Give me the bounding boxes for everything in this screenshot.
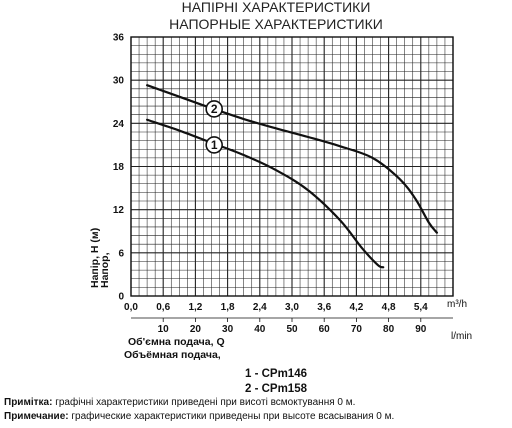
x-tick-label: 4,2 [349,302,363,313]
y-axis-label-line-2: Напор, [99,252,111,288]
y-tick-label: 24 [113,119,125,130]
chart-title-line-1: НАПІРНІ ХАРАКТЕРИСТИКИ [182,0,371,15]
series-marker-label-2: 2 [211,102,218,116]
x2-tick-label: 70 [351,324,363,335]
y-tick-label: 12 [113,205,125,216]
x2-tick-label: 50 [286,324,298,335]
note-ru-text: графические характеристики приведены при… [69,410,395,422]
note-ru-label: Примечание: [4,411,69,422]
series-markers: 12 [205,100,223,154]
x-tick-label: 3,0 [285,302,299,313]
x2-tick-label: 20 [190,324,202,335]
x2-tick-label: 80 [383,324,395,335]
x-tick-label: 4,8 [382,302,396,313]
x-unit-label: m³/h [447,299,467,310]
x-tick-label: 1,2 [188,302,202,313]
x2-tick-label: 40 [254,324,266,335]
series-line-1 [146,118,385,269]
tick-labels: 0,0 0,6 1,2 1,8 2,4 3,0 3,6 4,2 4,8 5,40612182430… [113,33,453,335]
y-tick-label: 18 [113,162,125,173]
x-tick-label: 5,4 [414,302,428,313]
plot-frame [130,36,454,297]
x-axis-label-line-1: Об'ємна подача, Q [128,336,225,348]
y-tick-label: 0 [118,292,124,303]
legend-item-1: 1 - CPm146 [245,368,307,380]
x2-tick-label: 90 [415,324,427,335]
x-tick-label: 0,6 [156,302,170,313]
legend-item-2: 2 - CPm158 [245,383,308,395]
x-tick-label: 2,4 [253,302,267,313]
x2-tick-label: 30 [222,324,234,335]
y-tick-label: 30 [113,76,125,87]
series-marker-label-1: 1 [211,138,218,152]
x2-unit-label: l/min [451,331,472,342]
note-ua-text: графічні характеристики приведені при ви… [52,396,355,408]
x-tick-label: 1,8 [221,302,235,313]
chart-title-line-2: НАПОРНЫЕ ХАРАКТЕРИСТИКИ [169,16,383,32]
x-axis-label-line-2: Объёмная подача, [124,349,221,361]
y-axis-label-line-1: Напір, H (м) [89,228,101,288]
series-marker-circle-2 [205,100,223,118]
series-marker-circle-1 [205,136,223,154]
x-tick-label: 0,0 [124,302,138,313]
note-ru: Примечание: графические характеристики п… [4,410,394,422]
grid [130,36,454,297]
note-ua-label: Примітка: [4,397,52,408]
y-tick-label: 6 [118,248,124,259]
x-tick-label: 3,6 [317,302,331,313]
x2-tick-label: 60 [319,324,331,335]
y-tick-label: 36 [113,33,125,44]
x2-tick-label: 10 [158,324,170,335]
note-ua: Примітка: графічні характеристики привед… [4,396,355,408]
